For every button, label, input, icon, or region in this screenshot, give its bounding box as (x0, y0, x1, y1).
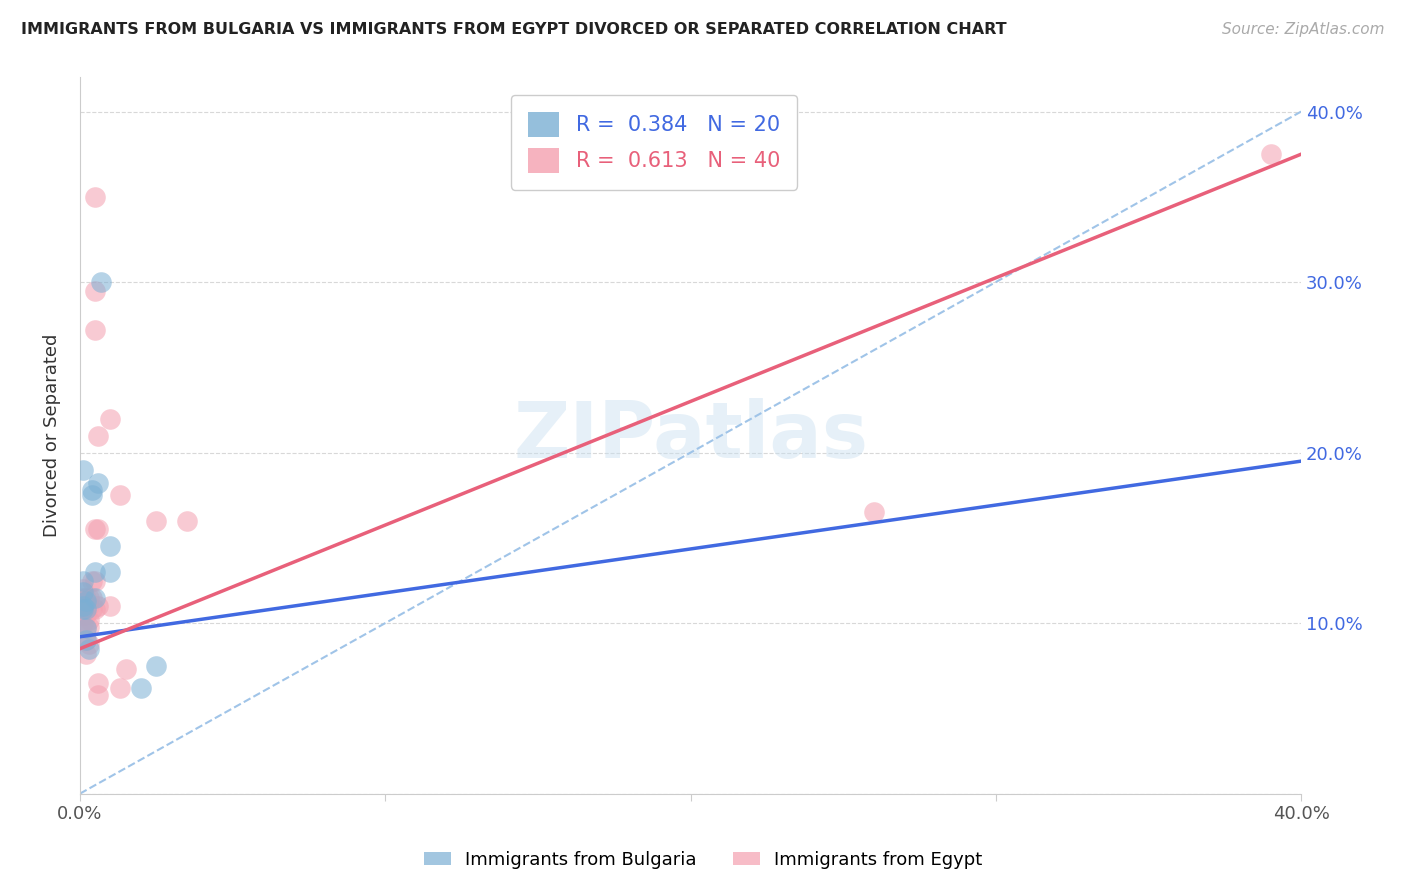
Point (80, 483, 103, 497)
Point (100, 411, 122, 425)
Point (72, 602, 94, 616)
Point (75, 633, 97, 648)
Point (75, 619, 97, 633)
Point (84, 284, 107, 298)
Point (145, 514, 167, 528)
Legend: Immigrants from Bulgaria, Immigrants from Egypt: Immigrants from Bulgaria, Immigrants fro… (416, 844, 990, 876)
Point (108, 488, 131, 502)
Text: Source: ZipAtlas.com: Source: ZipAtlas.com (1222, 22, 1385, 37)
Point (80, 602, 103, 616)
Point (862, 505, 884, 519)
Point (100, 540, 122, 554)
Point (77, 641, 100, 656)
Point (87, 476, 110, 491)
Point (84, 602, 107, 616)
Text: ZIPatlas: ZIPatlas (513, 398, 868, 474)
Point (80, 574, 103, 588)
Point (80, 591, 103, 605)
Point (145, 658, 167, 673)
Point (72, 616, 94, 631)
Point (77, 613, 100, 627)
Point (108, 681, 131, 695)
Point (84, 591, 107, 605)
Point (129, 681, 152, 695)
Point (77, 637, 100, 651)
Y-axis label: Divorced or Separated: Divorced or Separated (44, 334, 60, 537)
Point (72, 591, 94, 605)
Point (75, 621, 97, 635)
Point (90, 275, 112, 289)
Point (72, 607, 94, 622)
Point (80, 488, 103, 502)
Point (114, 662, 136, 676)
Point (72, 463, 94, 477)
Point (84, 190, 107, 204)
Legend: R =  0.384   N = 20, R =  0.613   N = 40: R = 0.384 N = 20, R = 0.613 N = 40 (510, 95, 797, 190)
Text: IMMIGRANTS FROM BULGARIA VS IMMIGRANTS FROM EGYPT DIVORCED OR SEPARATED CORRELAT: IMMIGRANTS FROM BULGARIA VS IMMIGRANTS F… (21, 22, 1007, 37)
Point (77, 591, 100, 605)
Point (87, 676, 110, 690)
Point (1260, 147, 1282, 161)
Point (84, 565, 107, 579)
Point (75, 602, 97, 616)
Point (100, 599, 122, 613)
Point (72, 582, 94, 596)
Point (84, 574, 107, 588)
Point (72, 602, 94, 616)
Point (75, 647, 97, 661)
Point (84, 522, 107, 536)
Point (72, 599, 94, 613)
Point (87, 428, 110, 442)
Point (87, 522, 110, 536)
Point (87, 599, 110, 613)
Point (75, 633, 97, 648)
Point (176, 514, 198, 528)
Point (72, 574, 94, 588)
Point (72, 596, 94, 610)
Point (72, 585, 94, 599)
Point (84, 323, 107, 337)
Point (100, 565, 122, 579)
Point (87, 688, 110, 702)
Point (75, 599, 97, 613)
Point (75, 594, 97, 608)
Point (77, 599, 100, 613)
Point (75, 591, 97, 605)
Point (77, 619, 100, 633)
Point (75, 607, 97, 622)
